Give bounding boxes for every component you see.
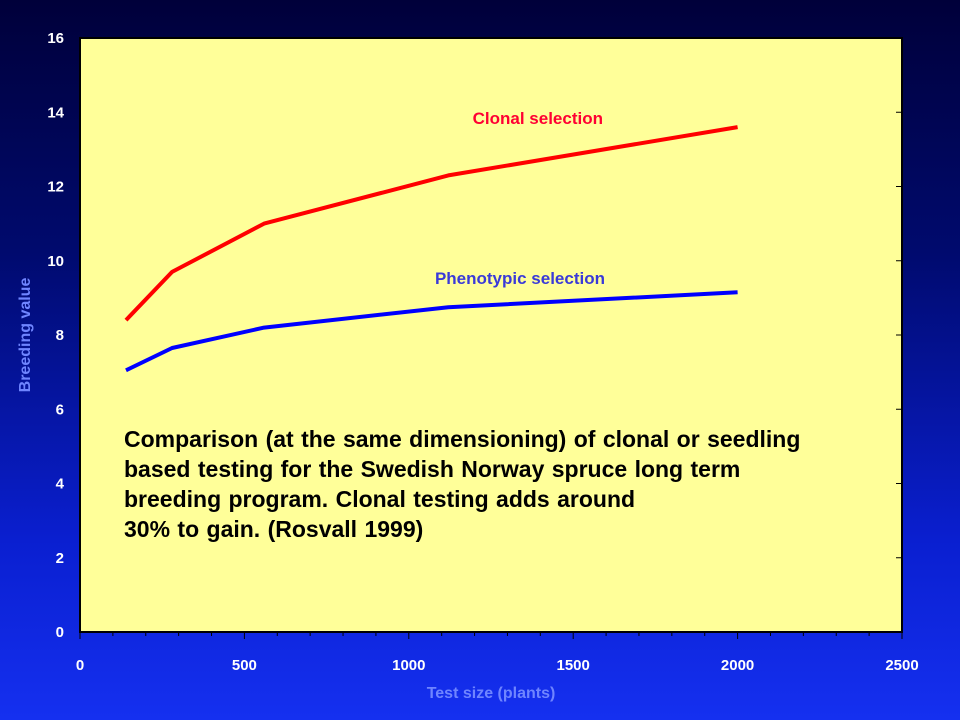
series-lines — [124, 125, 738, 373]
series-label-clonal: Clonal selection — [473, 109, 603, 128]
y-tick-label: 2 — [56, 550, 64, 567]
x-tick-label: 0 — [76, 657, 84, 674]
series-line-clonal — [124, 125, 738, 322]
annotation-line-2: based testing for the Swedish Norway spr… — [124, 456, 741, 482]
x-tick-label: 2500 — [885, 657, 918, 674]
y-tick-label: 0 — [56, 624, 64, 641]
y-tick-label: 10 — [47, 253, 64, 270]
y-tick-label: 12 — [47, 179, 64, 196]
y-tick-label: 16 — [47, 30, 64, 47]
y-axis-title: Breeding value — [17, 278, 34, 393]
x-axis-title: Test size (plants) — [427, 685, 556, 702]
x-tick-label: 1500 — [557, 657, 590, 674]
y-tick-label: 8 — [56, 327, 64, 344]
annotation-line-4: 30% to gain. (Rosvall 1999) — [124, 516, 424, 542]
series-label-phenotypic: Phenotypic selection — [435, 269, 605, 288]
x-tick-label: 1000 — [392, 657, 425, 674]
chart-annotation: Comparison (at the same dimensioning) of… — [124, 424, 884, 544]
plot-border — [79, 37, 903, 633]
annotation-line-3: breeding program. Clonal testing adds ar… — [124, 486, 636, 512]
plot-area — [80, 38, 902, 632]
y-tick-label: 14 — [47, 104, 64, 121]
x-tick-label: 500 — [232, 657, 257, 674]
annotation-line-1: Comparison (at the same dimensioning) of… — [124, 426, 801, 452]
y-tick-label: 6 — [56, 401, 64, 418]
y-tick-label: 4 — [56, 476, 65, 493]
series-line-phenotypic — [125, 290, 738, 373]
tick-labels: 0 500 1000 1500 2000 2500 0 2 4 6 8 10 12 14 16 — [47, 30, 918, 674]
x-tick-label: 2000 — [721, 657, 754, 674]
